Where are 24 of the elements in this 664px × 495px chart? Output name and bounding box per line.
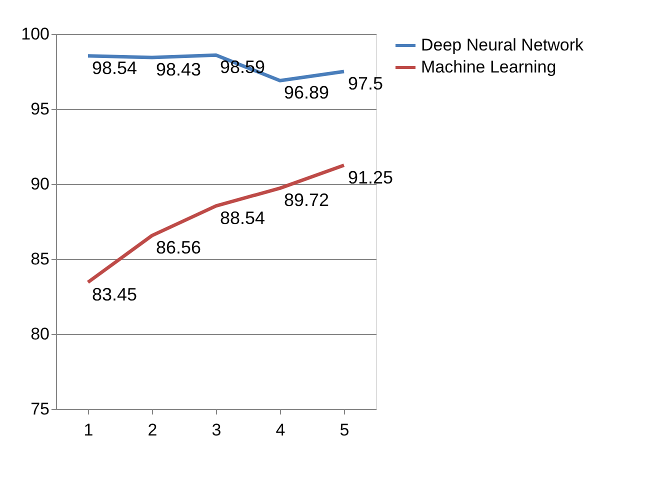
x-tick-label: 3 — [212, 420, 222, 440]
x-tick-label: 5 — [340, 420, 350, 440]
legend-label: Machine Learning — [421, 58, 556, 76]
data-label: 98.43 — [156, 60, 202, 80]
legend-label: Deep Neural Network — [421, 36, 584, 54]
x-tick-label: 4 — [276, 420, 286, 440]
y-tick-label: 100 — [21, 24, 50, 44]
line-series — [86, 53, 346, 82]
data-label: 96.89 — [284, 82, 330, 103]
data-label: 98.54 — [92, 58, 138, 78]
y-tick-label: 95 — [30, 100, 50, 118]
data-label: 88.54 — [220, 208, 266, 228]
y-tick-label: 85 — [30, 250, 50, 268]
data-label: 91.25 — [348, 167, 394, 188]
data-label: 83.45 — [92, 284, 138, 304]
data-label: 97.5 — [348, 74, 384, 94]
data-label: 89.72 — [284, 190, 330, 210]
y-tick-label: 90 — [30, 174, 50, 194]
line-series — [86, 164, 346, 284]
data-label: 86.56 — [156, 238, 202, 258]
y-tick-label: 80 — [30, 324, 50, 344]
x-tick-label: 1 — [84, 420, 94, 440]
x-tick-label: 2 — [148, 420, 158, 440]
y-tick-label: 75 — [30, 400, 50, 418]
